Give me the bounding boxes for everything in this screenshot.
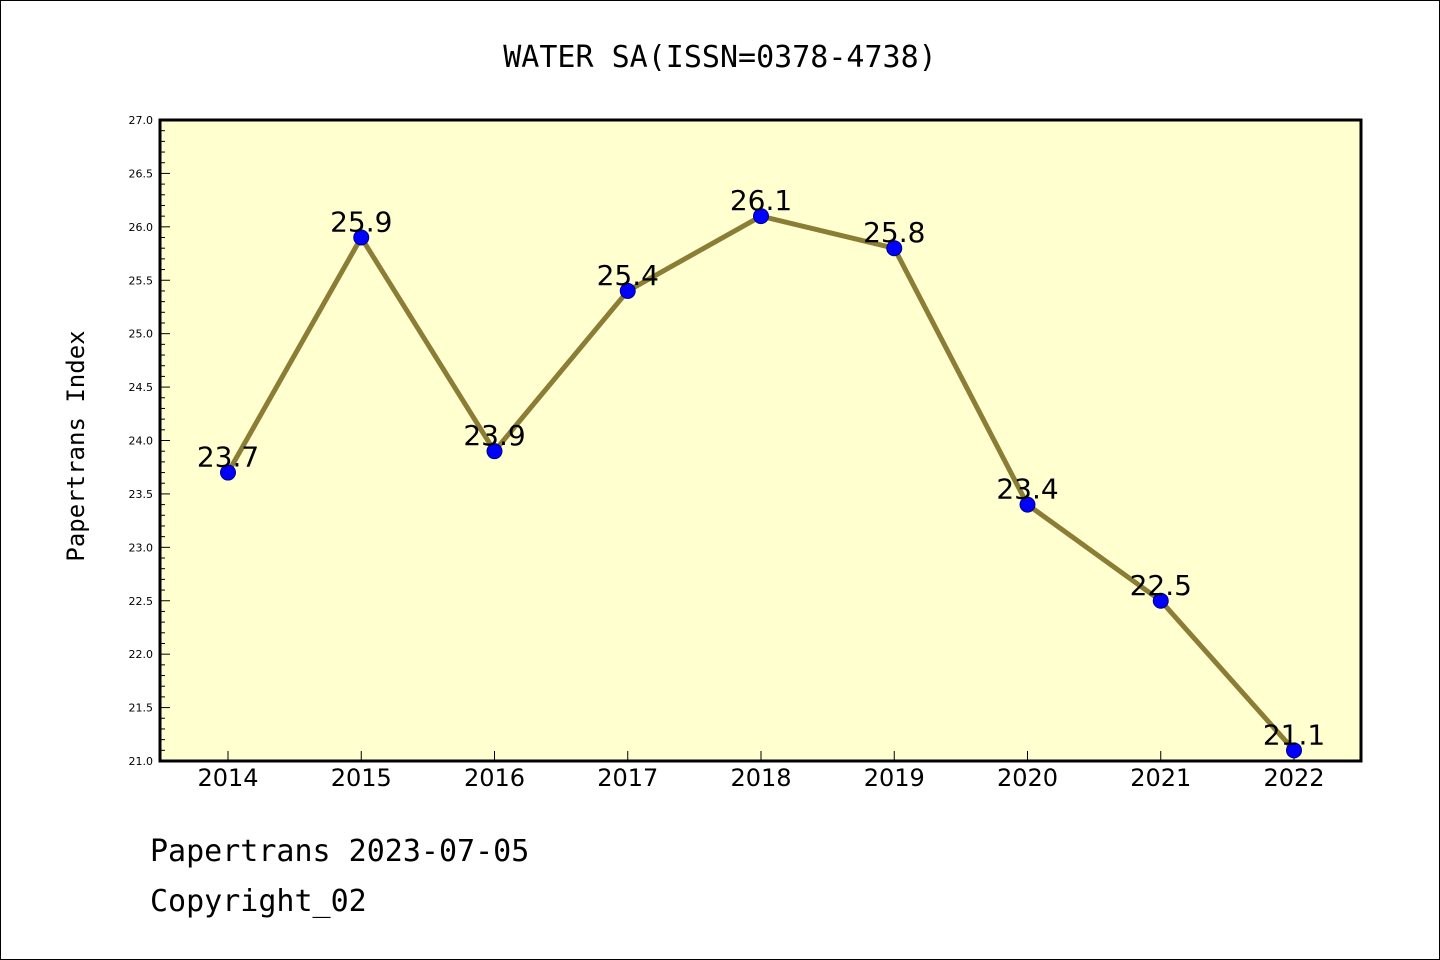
x-tick-label: 2016 bbox=[464, 764, 525, 792]
footer-copyright: Copyright_02 bbox=[150, 884, 367, 919]
data-point-marker bbox=[753, 208, 769, 225]
data-label: 25.4 bbox=[597, 259, 659, 292]
y-axis-label: Papertrans Index bbox=[62, 330, 90, 561]
data-label: 26.1 bbox=[730, 184, 792, 217]
data-label: 21.1 bbox=[1263, 718, 1325, 751]
y-tick-label: 26.5 bbox=[129, 167, 154, 180]
footer-date: Papertrans 2023-07-05 bbox=[150, 834, 530, 869]
y-tick-label: 25.0 bbox=[129, 328, 154, 341]
x-tick-label: 2022 bbox=[1263, 764, 1324, 792]
data-label: 25.9 bbox=[330, 206, 392, 239]
data-point-marker bbox=[486, 443, 503, 460]
y-tick-label: 27.0 bbox=[129, 114, 154, 127]
plot-border bbox=[158, 118, 1363, 763]
data-label: 23.9 bbox=[463, 419, 525, 452]
data-label: 23.4 bbox=[996, 473, 1058, 506]
data-label: 25.8 bbox=[863, 216, 925, 249]
x-tick-label: 2017 bbox=[597, 764, 658, 792]
y-tick-label: 22.5 bbox=[129, 595, 154, 608]
y-tick-label: 23.0 bbox=[129, 541, 154, 554]
y-tick-label: 25.5 bbox=[129, 274, 154, 287]
x-tick-label: 2014 bbox=[197, 764, 258, 792]
y-tick-label: 22.0 bbox=[129, 648, 154, 661]
data-point-marker bbox=[1152, 592, 1169, 609]
y-tick-label: 24.5 bbox=[129, 381, 154, 394]
x-tick-label: 2019 bbox=[864, 764, 925, 792]
data-point-marker bbox=[353, 229, 370, 246]
data-point-marker bbox=[1019, 496, 1036, 513]
y-tick-label: 21.5 bbox=[129, 702, 154, 715]
y-axis-ticks: 21.0 21.5 22.0 22.5 23.0 23.5 24.0 24.5 25.0 25.5… bbox=[129, 114, 170, 768]
x-tick-label: 2021 bbox=[1130, 764, 1191, 792]
data-label: 22.5 bbox=[1130, 569, 1192, 602]
data-label: 23.7 bbox=[197, 441, 259, 474]
x-axis-ticks: 2014 2015 2016 2017 2018 2019 2020 2021 2022 bbox=[197, 751, 1325, 792]
y-tick-label: 26.0 bbox=[129, 221, 154, 234]
y-tick-label: 24.0 bbox=[129, 435, 154, 448]
x-tick-label: 2018 bbox=[730, 764, 791, 792]
data-point-marker bbox=[1286, 742, 1302, 759]
y-tick-label: 21.0 bbox=[129, 755, 154, 768]
x-tick-label: 2020 bbox=[997, 764, 1058, 792]
data-point-marker bbox=[619, 282, 636, 299]
x-tick-label: 2015 bbox=[331, 764, 392, 792]
chart-title: WATER SA(ISSN=0378-4738) bbox=[503, 40, 936, 75]
data-point-marker bbox=[886, 240, 903, 257]
data-point-marker bbox=[220, 464, 236, 481]
series-layer: 23.7 25.9 23.9 25.4 26.1 25.8 23.4 22.5 21.1 bbox=[197, 184, 1325, 759]
y-tick-label: 23.5 bbox=[129, 488, 154, 501]
plot-area bbox=[160, 120, 1361, 761]
